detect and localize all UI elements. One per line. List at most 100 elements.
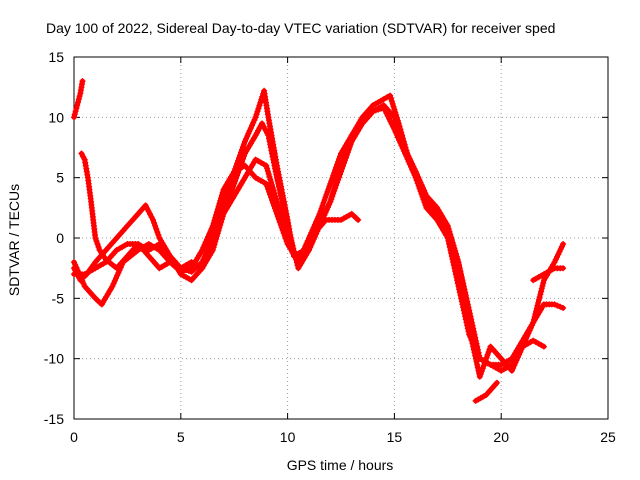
data-point: [228, 188, 235, 195]
data-point: [218, 192, 225, 199]
data-point: [413, 177, 420, 184]
data-point: [464, 325, 471, 332]
data-point: [330, 190, 337, 197]
data-point: [473, 347, 480, 354]
data-point: [266, 188, 273, 195]
data-point: [210, 244, 217, 251]
data-point: [418, 188, 425, 195]
data-point: [390, 103, 397, 110]
data-point: [392, 117, 399, 124]
data-point: [229, 186, 236, 193]
data-point: [79, 277, 86, 284]
axis-ticks: 0 5 10 15 20 25 -15 -10 -5 0 5 10 15: [44, 49, 616, 445]
data-point: [263, 180, 270, 187]
data-point: [341, 157, 348, 164]
data-point: [397, 139, 404, 146]
data-point: [317, 220, 324, 227]
data-point: [560, 305, 567, 311]
data-point: [334, 161, 341, 168]
data-point: [437, 218, 444, 225]
data-point: [317, 208, 324, 215]
data-point: [239, 156, 246, 162]
data-point: [389, 100, 396, 107]
data-point: [233, 175, 240, 182]
data-point: [227, 191, 234, 198]
data-point: [209, 247, 216, 254]
data-point: [213, 233, 220, 240]
data-point: [391, 114, 398, 121]
data-point: [275, 216, 282, 223]
data-point: [274, 213, 281, 220]
data-point: [440, 224, 447, 231]
data-point: [308, 241, 315, 248]
data-point: [94, 241, 101, 247]
data-point: [531, 316, 537, 323]
data-point: [445, 225, 452, 232]
data-point: [386, 115, 393, 122]
data-point: [279, 227, 286, 234]
data-point: [324, 204, 331, 211]
data-point: [183, 267, 190, 273]
data-point: [474, 364, 481, 371]
data-point: [82, 162, 89, 169]
data-point: [450, 262, 457, 269]
data-point: [311, 233, 318, 240]
data-point: [205, 233, 212, 240]
data-point: [201, 241, 208, 248]
data-point: [402, 150, 409, 157]
data-point: [211, 217, 218, 224]
data-point: [538, 288, 545, 295]
data-point: [399, 145, 406, 152]
data-point: [218, 216, 225, 223]
data-point: [210, 220, 217, 227]
data-point: [244, 133, 251, 140]
data-point: [222, 205, 229, 212]
data-point: [240, 153, 247, 160]
chart-title: Day 100 of 2022, Sidereal Day-to-day VTE…: [46, 20, 555, 36]
data-point: [525, 330, 532, 337]
data-point: [275, 183, 282, 190]
data-point: [444, 222, 451, 229]
data-point: [452, 268, 459, 275]
data-point: [269, 182, 275, 189]
data-point: [73, 264, 80, 271]
data-point: [446, 241, 453, 247]
data-point: [533, 308, 540, 315]
data-point: [456, 289, 463, 296]
data-point: [536, 294, 543, 301]
data-point: [117, 264, 124, 271]
data-point: [304, 237, 311, 244]
data-point: [272, 208, 279, 215]
data-point: [224, 199, 231, 206]
data-point: [199, 247, 206, 254]
data-point: [534, 302, 541, 309]
data-point: [523, 335, 530, 342]
data-point: [240, 141, 247, 148]
data-point: [306, 235, 312, 241]
data-point: [378, 105, 384, 112]
data-point: [335, 158, 342, 165]
data-point: [218, 219, 225, 226]
data-point: [154, 229, 161, 235]
data-point: [282, 213, 289, 220]
data-point: [448, 250, 455, 257]
data-point: [526, 327, 533, 334]
data-point: [110, 280, 117, 287]
data-point: [416, 182, 423, 189]
data-point: [393, 119, 400, 126]
data-point: [314, 228, 321, 235]
data-point: [527, 324, 534, 331]
data-point: [320, 214, 327, 221]
data-point: [274, 177, 281, 184]
data-point: [155, 232, 162, 238]
data-point: [80, 280, 87, 287]
data-point: [239, 144, 246, 150]
data-point: [493, 379, 500, 386]
data-point: [254, 108, 261, 115]
data-point: [485, 349, 492, 356]
series-track-1: [71, 78, 86, 121]
data-point: [391, 106, 398, 113]
data-point: [319, 202, 326, 209]
data-point: [93, 238, 100, 244]
data-point: [270, 187, 277, 194]
